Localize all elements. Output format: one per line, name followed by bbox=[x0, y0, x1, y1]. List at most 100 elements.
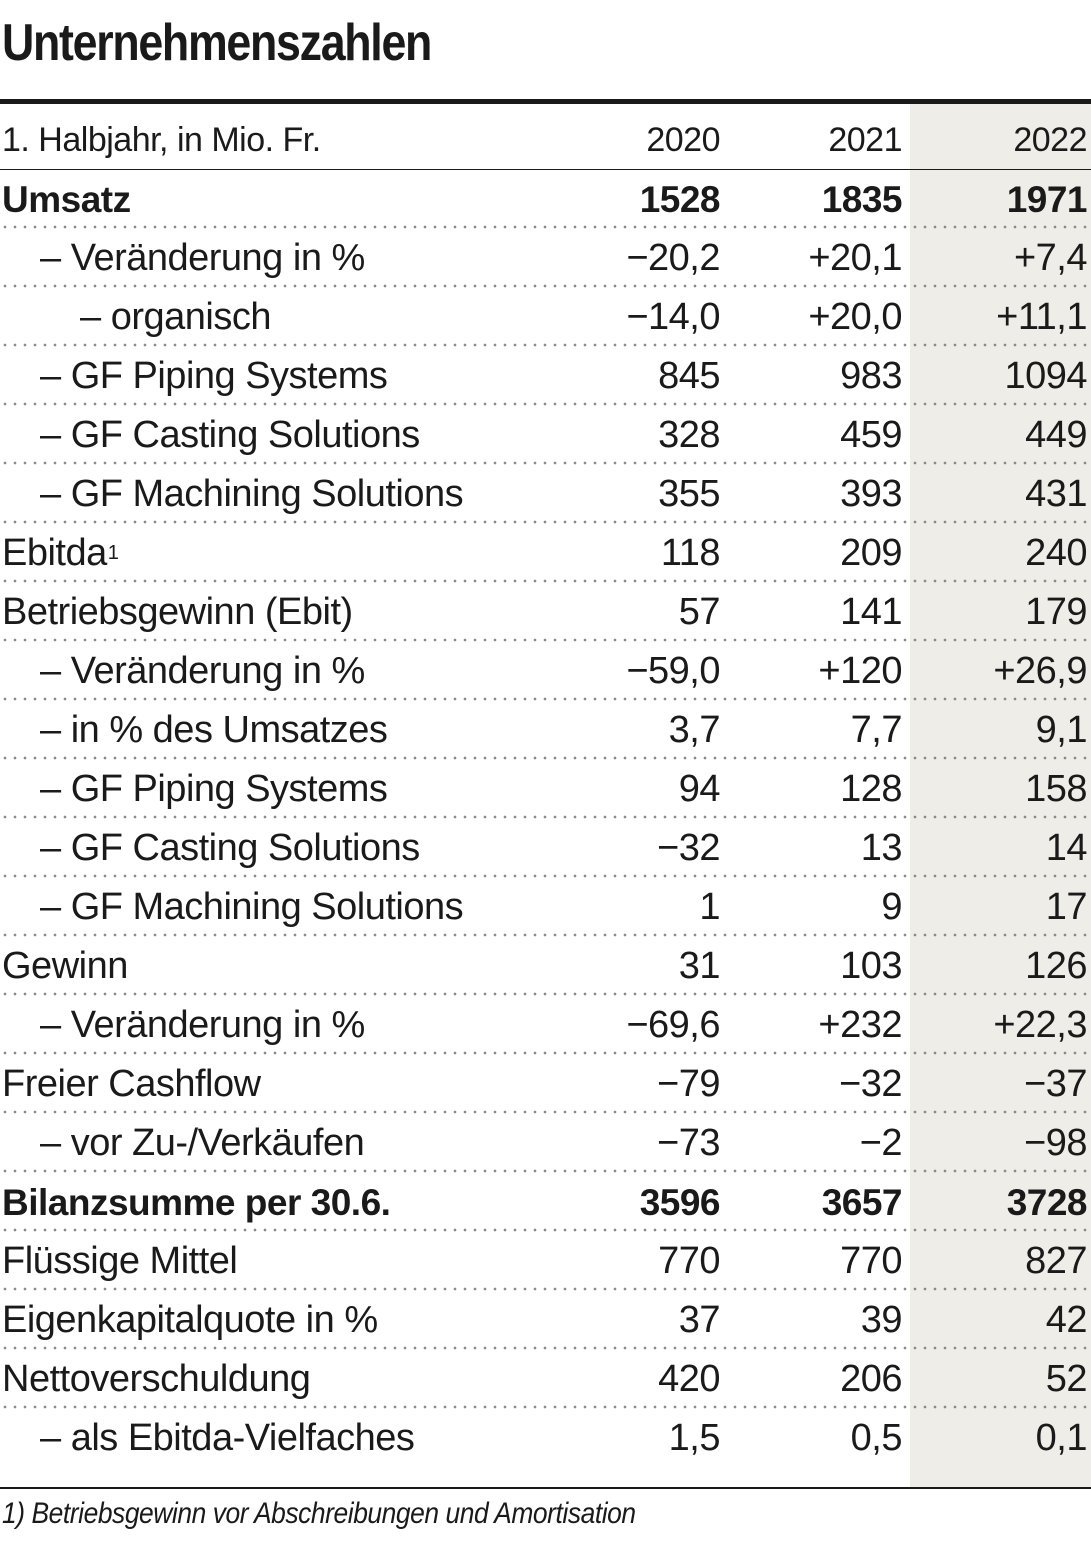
row-label: – als Ebitda-Vielfaches bbox=[40, 1417, 415, 1459]
value-2022: 1094 bbox=[1004, 355, 1087, 397]
table-header: 1. Halbjahr, in Mio. Fr. 2020 2021 2022 bbox=[0, 112, 1091, 170]
value-2022: −98 bbox=[1024, 1122, 1087, 1164]
table-row: Umsatz 1528 1835 1971 bbox=[0, 170, 1091, 229]
row-label: Flüssige Mittel bbox=[2, 1240, 238, 1282]
row-label: – GF Machining Solutions bbox=[40, 886, 464, 928]
value-2020: −32 bbox=[657, 827, 720, 869]
page-title: Unternehmenszahlen bbox=[2, 14, 432, 72]
value-2021: 393 bbox=[840, 473, 902, 515]
row-label: – GF Casting Solutions bbox=[40, 414, 420, 456]
value-2021: 209 bbox=[840, 532, 902, 574]
value-2020: −20,2 bbox=[626, 237, 720, 279]
row-label: Freier Cashflow bbox=[2, 1063, 261, 1105]
table-row: Eigenkapitalquote in % 37 39 42 bbox=[0, 1291, 1091, 1350]
table-row: – GF Piping Systems 94 128 158 bbox=[0, 760, 1091, 819]
value-2020: 94 bbox=[678, 768, 721, 810]
value-2021: −32 bbox=[839, 1063, 902, 1105]
header-label: 1. Halbjahr, in Mio. Fr. bbox=[2, 121, 321, 159]
value-2020: 1528 bbox=[639, 178, 721, 220]
footnote-marker: 1 bbox=[107, 542, 119, 564]
value-2021: 1835 bbox=[821, 178, 903, 220]
value-2020: 3,7 bbox=[668, 709, 721, 751]
table-row: – GF Machining Solutions 1 9 17 bbox=[0, 878, 1091, 937]
title-rule bbox=[0, 99, 1091, 104]
value-2020: 31 bbox=[678, 945, 721, 987]
value-2021: 770 bbox=[840, 1240, 902, 1282]
table-row: Flüssige Mittel 770 770 827 bbox=[0, 1232, 1091, 1291]
value-2022: 1971 bbox=[1006, 178, 1088, 220]
value-2020: 420 bbox=[658, 1358, 720, 1400]
row-label: – organisch bbox=[80, 296, 271, 338]
table-row: Gewinn 31 103 126 bbox=[0, 937, 1091, 996]
value-2022: 126 bbox=[1025, 945, 1087, 987]
value-2022: 14 bbox=[1045, 827, 1088, 869]
value-2022: 0,1 bbox=[1035, 1417, 1088, 1459]
row-label: Eigenkapitalquote in % bbox=[2, 1299, 378, 1341]
table-row: – Veränderung in % −69,6 +232 +22,3 bbox=[0, 996, 1091, 1055]
row-label: – GF Piping Systems bbox=[40, 768, 388, 810]
row-label: Ebitda 1 bbox=[2, 524, 119, 583]
table-row: Ebitda 1 118 209 240 bbox=[0, 524, 1091, 583]
row-label: Umsatz bbox=[2, 178, 131, 220]
table-row: – als Ebitda-Vielfaches 1,5 0,5 0,1 bbox=[0, 1409, 1091, 1468]
table-row: – Veränderung in % −20,2 +20,1 +7,4 bbox=[0, 229, 1091, 288]
row-label: – GF Casting Solutions bbox=[40, 827, 420, 869]
value-2022: 9,1 bbox=[1035, 709, 1088, 751]
row-label: – vor Zu-/Verkäufen bbox=[40, 1122, 365, 1164]
value-2020: 328 bbox=[658, 414, 720, 456]
value-2022: 240 bbox=[1025, 532, 1087, 574]
row-label: – in % des Umsatzes bbox=[40, 709, 388, 751]
value-2021: +20,0 bbox=[808, 296, 902, 338]
value-2021: 983 bbox=[840, 355, 902, 397]
value-2021: −2 bbox=[859, 1122, 903, 1164]
row-label: – GF Piping Systems bbox=[40, 355, 388, 397]
header-year-2020: 2020 bbox=[646, 121, 720, 159]
row-label: – Veränderung in % bbox=[40, 237, 365, 279]
table-row: – organisch −14,0 +20,0 +11,1 bbox=[0, 288, 1091, 347]
value-2022: 17 bbox=[1045, 886, 1088, 928]
value-2021: 39 bbox=[860, 1299, 903, 1341]
table-row: Freier Cashflow −79 −32 −37 bbox=[0, 1055, 1091, 1114]
table-row: – GF Casting Solutions −32 13 14 bbox=[0, 819, 1091, 878]
value-2022: 52 bbox=[1045, 1358, 1088, 1400]
value-2022: +11,1 bbox=[996, 296, 1087, 338]
value-2020: 1,5 bbox=[668, 1417, 721, 1459]
value-2020: 3596 bbox=[639, 1181, 721, 1223]
row-label: Gewinn bbox=[2, 945, 128, 987]
value-2022: 827 bbox=[1025, 1240, 1087, 1282]
table-row: – GF Casting Solutions 328 459 449 bbox=[0, 406, 1091, 465]
value-2022: 449 bbox=[1025, 414, 1087, 456]
value-2022: 158 bbox=[1025, 768, 1087, 810]
value-2022: +26,9 bbox=[993, 650, 1087, 692]
value-2022: −37 bbox=[1024, 1063, 1087, 1105]
value-2021: 128 bbox=[840, 768, 902, 810]
value-2021: 0,5 bbox=[850, 1417, 903, 1459]
table-row: – GF Machining Solutions 355 393 431 bbox=[0, 465, 1091, 524]
row-label: – Veränderung in % bbox=[40, 1004, 365, 1046]
header-year-2021: 2021 bbox=[828, 121, 902, 159]
value-2020: 355 bbox=[658, 473, 720, 515]
value-2020: 845 bbox=[658, 355, 720, 397]
table-row: – in % des Umsatzes 3,7 7,7 9,1 bbox=[0, 701, 1091, 760]
value-2022: 179 bbox=[1025, 591, 1087, 633]
value-2020: 118 bbox=[660, 532, 721, 574]
row-label: Bilanzsumme per 30.6. bbox=[2, 1181, 391, 1223]
table-row: – GF Piping Systems 845 983 1094 bbox=[0, 347, 1091, 406]
value-2020: 37 bbox=[678, 1299, 721, 1341]
value-2022: 431 bbox=[1025, 473, 1087, 515]
value-2020: −79 bbox=[657, 1063, 720, 1105]
table-row: – Veränderung in % −59,0 +120 +26,9 bbox=[0, 642, 1091, 701]
table-bottom-rule bbox=[0, 1487, 1091, 1489]
value-2020: 57 bbox=[678, 591, 721, 633]
value-2020: −73 bbox=[657, 1122, 720, 1164]
row-label-text: Ebitda bbox=[2, 532, 107, 574]
row-label: Betriebsgewinn (Ebit) bbox=[2, 591, 353, 633]
value-2020: 1 bbox=[699, 886, 720, 928]
value-2021: 103 bbox=[840, 945, 902, 987]
value-2021: 3657 bbox=[821, 1181, 903, 1223]
value-2020: −69,6 bbox=[626, 1004, 720, 1046]
value-2022: 3728 bbox=[1006, 1181, 1088, 1223]
value-2021: 459 bbox=[840, 414, 902, 456]
value-2021: 9 bbox=[881, 886, 902, 928]
row-label: – Veränderung in % bbox=[40, 650, 365, 692]
